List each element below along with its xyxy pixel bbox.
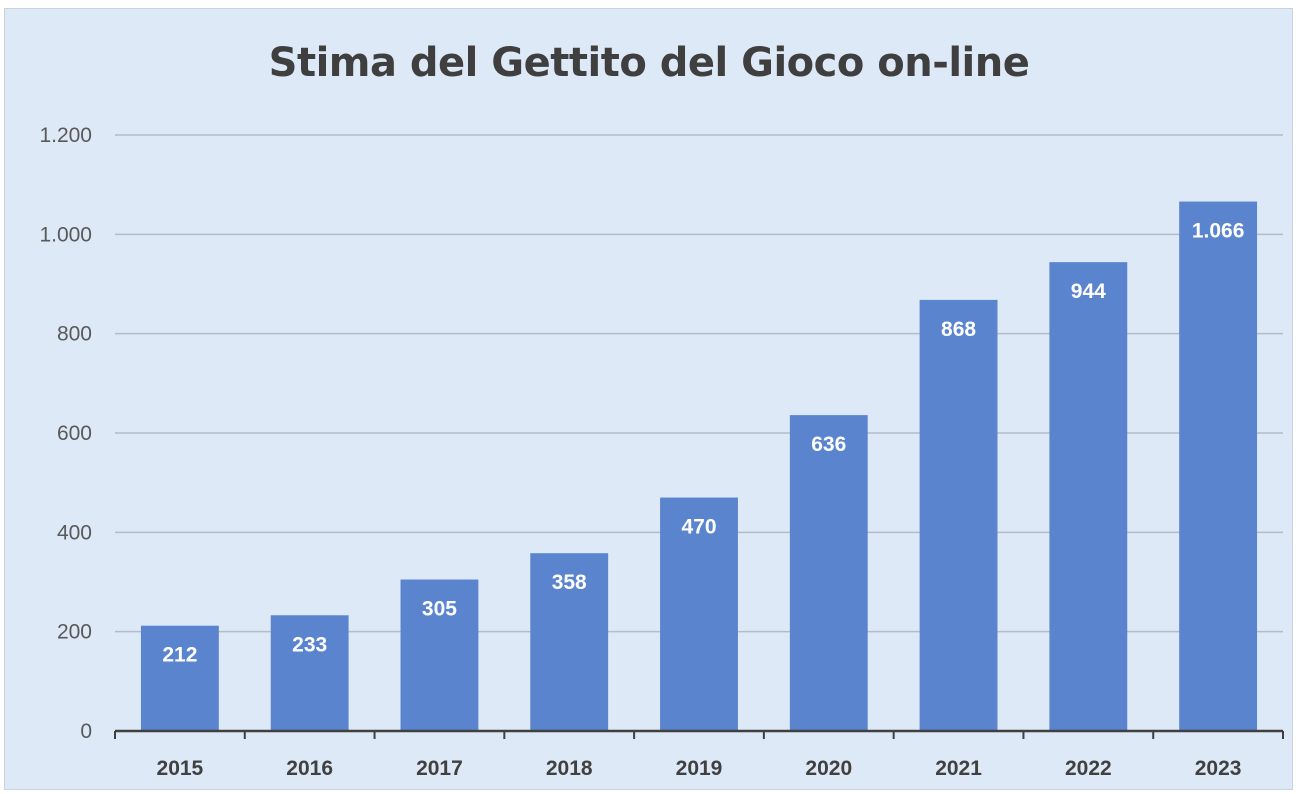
bar	[140, 625, 219, 731]
bar	[919, 299, 998, 731]
bar-value-label: 305	[422, 598, 457, 621]
bar-value-label: 212	[162, 644, 197, 667]
bar	[1049, 262, 1128, 731]
x-tick-label: 2021	[935, 757, 982, 780]
bar-value-label: 358	[552, 571, 587, 594]
bar	[1179, 201, 1258, 731]
y-tick-label: 600	[57, 422, 92, 445]
bar-value-label: 233	[292, 633, 327, 656]
y-tick-label: 0	[80, 720, 92, 743]
x-tick-label: 2017	[416, 757, 463, 780]
y-tick-label: 200	[57, 621, 92, 644]
bar-value-label: 868	[941, 318, 976, 341]
x-tick-label: 2018	[546, 757, 593, 780]
x-tick-label: 2019	[676, 757, 723, 780]
bar	[530, 553, 609, 731]
bar	[400, 579, 479, 731]
bar	[270, 615, 349, 731]
x-tick-label: 2023	[1195, 757, 1242, 780]
bar-value-label: 636	[811, 433, 846, 456]
y-tick-label: 1.000	[39, 223, 92, 246]
bar-value-label: 1.066	[1192, 220, 1245, 243]
y-tick-label: 1.200	[39, 124, 92, 147]
bar	[789, 415, 868, 731]
bar-value-label: 470	[681, 516, 716, 539]
y-tick-label: 400	[57, 521, 92, 544]
chart-title: Stima del Gettito del Gioco on-line	[268, 40, 1030, 86]
x-tick-label: 2016	[286, 757, 333, 780]
bar-value-label: 944	[1071, 280, 1106, 303]
y-tick-label: 800	[57, 323, 92, 346]
x-tick-label: 2020	[805, 757, 852, 780]
bar	[660, 497, 738, 731]
x-tick-label: 2022	[1065, 757, 1112, 780]
x-tick-label: 2015	[157, 757, 204, 780]
